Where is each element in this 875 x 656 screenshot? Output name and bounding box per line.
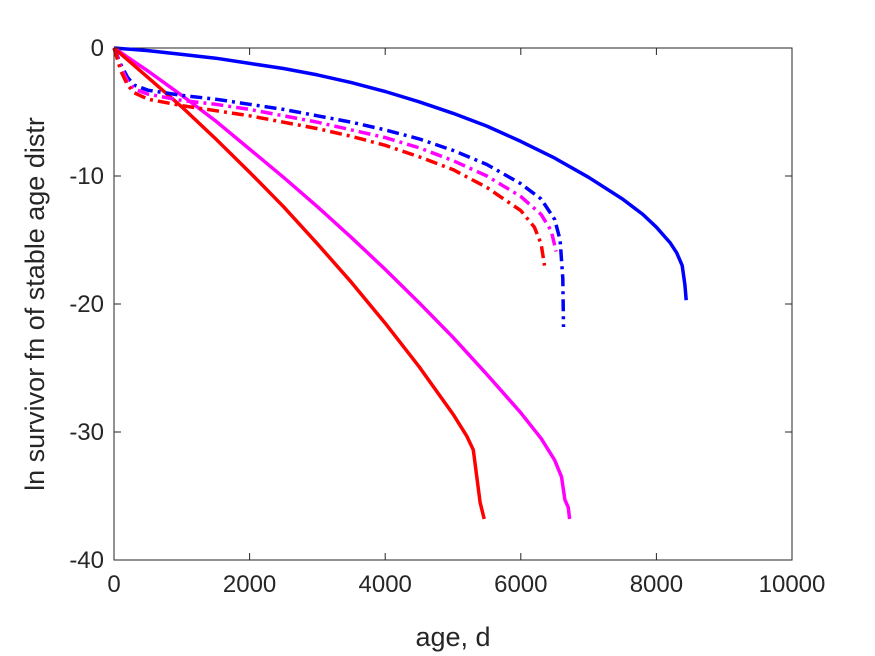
x-tick-label: 10000 bbox=[759, 571, 826, 598]
y-tick-label: -30 bbox=[69, 419, 104, 446]
plot-area bbox=[113, 47, 793, 561]
series-line-5 bbox=[112, 47, 558, 252]
y-tick-label: -20 bbox=[69, 291, 104, 318]
x-tick-label: 8000 bbox=[630, 571, 683, 598]
x-axis-title: age, d bbox=[415, 622, 490, 652]
y-axis-title: ln survivor fn of stable age distr bbox=[20, 117, 50, 491]
y-tick-label: -40 bbox=[69, 547, 104, 574]
series-line-1 bbox=[113, 46, 688, 301]
tick-layer: 0 2000 4000 6000 8000 10000 0 -10 -20 -30 -40 bbox=[69, 35, 825, 598]
series-line-4 bbox=[112, 47, 566, 328]
y-tick-label: -10 bbox=[69, 163, 104, 190]
series-layer bbox=[112, 46, 688, 520]
y-tick-label: 0 bbox=[91, 35, 104, 62]
x-tick-label: 4000 bbox=[359, 571, 412, 598]
x-tick-label: 0 bbox=[107, 571, 120, 598]
series-line-3 bbox=[112, 46, 486, 520]
series-line-2 bbox=[113, 46, 572, 520]
x-tick-label: 2000 bbox=[223, 571, 276, 598]
plot-box bbox=[113, 47, 793, 561]
series-line-6 bbox=[112, 47, 547, 266]
x-tick-label: 6000 bbox=[494, 571, 547, 598]
